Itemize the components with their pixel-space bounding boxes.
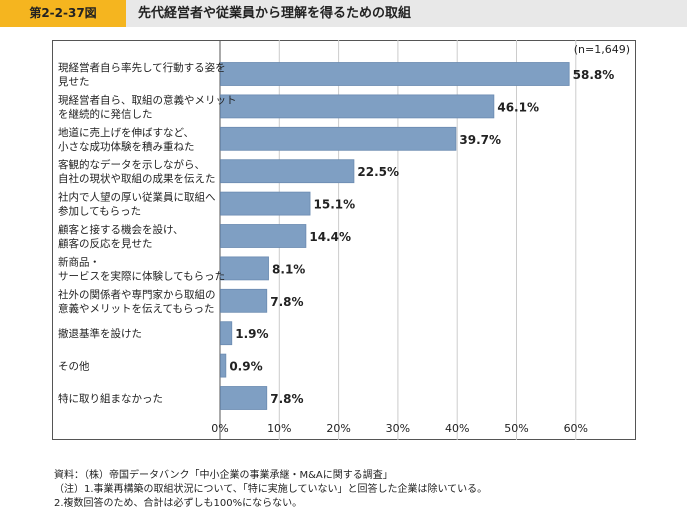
source-note: 資料：（株）帝国データバンク「中小企業の事業承継・M&Aに関する調査」 <box>54 470 393 481</box>
category-label: を継続的に発信した <box>58 107 153 120</box>
x-tick-label: 30% <box>386 422 410 435</box>
category-label: 社内で人望の厚い従業員に取組へ <box>58 191 216 204</box>
bar <box>220 191 311 216</box>
category-label: 見せた <box>58 76 90 88</box>
x-tick-label: 0% <box>211 422 228 435</box>
data-label: 46.1% <box>497 100 539 114</box>
category-label: 顧客と接する機会を設け、 <box>58 223 183 236</box>
category-label: 撤退基準を設けた <box>58 327 142 340</box>
category-label: 客観的なデータを示しながら、 <box>58 158 205 171</box>
data-label: 22.5% <box>357 165 399 179</box>
category-label: 社外の関係者や専門家から取組の <box>58 288 216 301</box>
category-label: 意義やメリットを伝えてもらった <box>58 302 214 315</box>
bar <box>220 288 268 313</box>
category-label: 特に取り組まなかった <box>58 392 163 405</box>
figure-title: 先代経営者や従業員から理解を得るための取組 <box>138 6 412 21</box>
data-label: 1.9% <box>235 327 268 341</box>
x-tick-label: 50% <box>504 422 528 435</box>
bar <box>220 386 268 410</box>
bar <box>220 62 570 86</box>
category-label: 自社の現状や取組の成果を伝えた <box>58 172 216 185</box>
bar <box>220 256 269 281</box>
figure-number: 第2-2-37図 <box>0 0 126 27</box>
category-label: 小さな成功体験を積み重ねた <box>58 140 195 153</box>
note-1: （注）1.事業再構築の取組状況について、「特に実施していない」と回答した企業は除… <box>54 484 488 495</box>
category-label: 現経営者自ら率先して行動する姿を <box>58 61 226 74</box>
bar <box>220 159 355 184</box>
data-label: 39.7% <box>459 133 501 147</box>
bar <box>220 94 495 119</box>
note-2: 2.複数回答のため、合計は必ずしも100%にならない。 <box>54 498 303 509</box>
sample-size-label: (n=1,649) <box>574 43 630 56</box>
x-tick-label: 60% <box>564 422 588 435</box>
data-label: 58.8% <box>573 68 615 82</box>
data-label: 14.4% <box>309 230 351 244</box>
category-label: その他 <box>58 360 90 373</box>
bar <box>220 353 227 378</box>
data-label: 8.1% <box>272 262 305 276</box>
chart-frame <box>52 40 636 440</box>
figure-header: 第2-2-37図 先代経営者や従業員から理解を得るための取組 <box>0 0 687 27</box>
category-label: 現経営者自ら、取組の意義やメリット <box>58 93 237 106</box>
category-label: サービスを実際に体験してもらった <box>58 269 225 282</box>
bar <box>220 224 307 248</box>
data-label: 0.9% <box>229 360 262 374</box>
bar <box>220 126 457 151</box>
category-label: 地道に売上げを伸ばすなど、 <box>58 126 194 139</box>
data-label: 7.8% <box>270 392 303 406</box>
data-label: 15.1% <box>314 198 356 212</box>
data-label: 7.8% <box>270 295 303 309</box>
category-label: 参加してもらった <box>58 205 141 218</box>
x-tick-label: 40% <box>445 422 469 435</box>
category-label: 新商品・ <box>58 255 100 268</box>
x-tick-label: 20% <box>326 422 350 435</box>
category-label: 顧客の反応を見せた <box>58 237 153 250</box>
bar <box>220 321 233 346</box>
x-tick-label: 10% <box>267 422 291 435</box>
